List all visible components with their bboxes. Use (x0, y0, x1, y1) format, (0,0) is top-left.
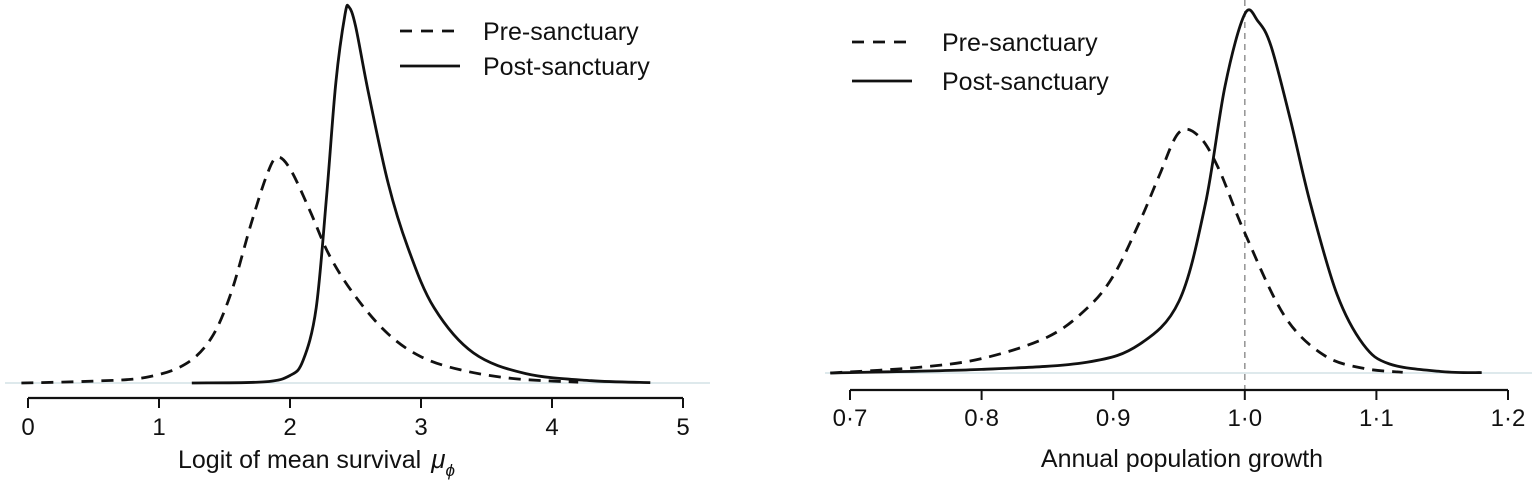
legend-post-sanctuary-label: Post-sanctuary (483, 53, 650, 81)
survival-x-axis-label: Logit of mean survival μϕ (178, 444, 455, 480)
growth-legend: Pre-sanctuary Post-sanctuary (852, 29, 1109, 96)
survival-x-tick-label: 5 (676, 414, 689, 441)
growth-panel: 0·7 0·8 0·9 1·0 1·1 1·2 Annual population gro… (825, 0, 1532, 473)
survival-x-tick-label: 3 (414, 414, 427, 441)
legend-post-sanctuary-label: Post-sanctuary (942, 68, 1109, 96)
survival-x-tick-label: 2 (283, 414, 296, 441)
growth-post-sanctuary-curve (830, 8, 1482, 375)
survival-panel: 0 1 2 3 4 5 Logit of mean survival μϕ Pre-san… (5, 3, 710, 480)
growth-pre-sanctuary-curve (830, 127, 1403, 375)
growth-x-tick-label: 1·1 (1359, 405, 1394, 432)
survival-pre-sanctuary-curve (21, 155, 579, 385)
growth-x-tick-label: 0·8 (964, 405, 999, 432)
growth-x-tick-label: 1·0 (1227, 405, 1262, 432)
phi-subscript: ϕ (445, 461, 454, 480)
growth-x-tick-label: 1·2 (1491, 405, 1526, 432)
survival-x-tick-label: 4 (545, 414, 558, 441)
survival-series (21, 3, 651, 385)
mu-symbol: μ (430, 444, 445, 474)
legend-pre-sanctuary-label: Pre-sanctuary (483, 18, 639, 46)
legend-pre-sanctuary-label: Pre-sanctuary (942, 29, 1098, 57)
survival-x-ticks: 0 1 2 3 4 5 (21, 398, 690, 441)
growth-x-tick-label: 0·7 (833, 405, 868, 432)
survival-x-axis-label-text: Logit of mean survival (178, 446, 421, 474)
growth-x-axis-label: Annual population growth (1041, 445, 1323, 473)
growth-series (830, 8, 1482, 375)
survival-post-sanctuary-curve (191, 3, 651, 385)
survival-legend: Pre-sanctuary Post-sanctuary (400, 18, 650, 81)
growth-x-tick-label: 0·9 (1096, 405, 1131, 432)
survival-x-tick-label: 0 (21, 414, 34, 441)
survival-x-axis-symbol: μϕ (430, 444, 455, 480)
growth-x-ticks: 0·7 0·8 0·9 1·0 1·1 1·2 (833, 390, 1526, 432)
survival-x-tick-label: 1 (152, 414, 165, 441)
